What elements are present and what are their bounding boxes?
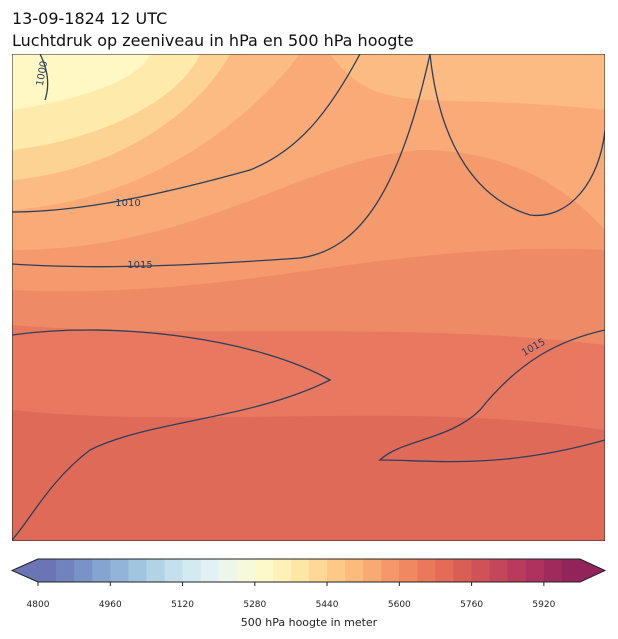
colorbar-bin — [345, 559, 364, 582]
colorbar-tick-label: 5280 — [243, 600, 266, 610]
colorbar-bin — [272, 559, 292, 582]
colorbar-bin — [471, 559, 491, 582]
colorbar-bin — [38, 559, 57, 582]
colorbar-bin — [399, 559, 418, 582]
colorbar-bin — [381, 559, 400, 582]
colorbar-bin — [453, 559, 473, 582]
colorbar-bin — [543, 559, 563, 582]
colorbar-bin — [110, 559, 129, 582]
map-time: 13-09-1824 12 UTC — [12, 9, 167, 28]
colorbar-bin — [254, 559, 274, 582]
colorbar-tick-label: 5920 — [532, 600, 555, 610]
colorbar-bin — [417, 559, 436, 582]
colorbar-bin — [182, 559, 202, 582]
colorbar-tick-label: 5760 — [460, 600, 483, 610]
colorbar-bin — [164, 559, 184, 582]
colorbar-bin — [74, 559, 93, 582]
colorbar-bin — [435, 559, 455, 582]
colorbar-bin — [200, 559, 220, 582]
colorbar-bin — [507, 559, 527, 582]
colorbar: 4800 4960 5120 5280 5440 5600 5760 5920 — [10, 558, 607, 610]
colorbar-bin — [309, 559, 328, 582]
colorbar-tick-label: 5600 — [388, 600, 411, 610]
colorbar-bin — [218, 559, 238, 582]
colorbar-outline — [10, 558, 607, 583]
colorbar-bin — [489, 559, 509, 582]
colorbar-bin — [128, 559, 147, 582]
map-title: Luchtdruk op zeeniveau in hPa en 500 hPa… — [12, 31, 414, 50]
contour-label: 1000 — [35, 60, 50, 87]
colorbar-bin — [236, 559, 256, 582]
colorbar-extension — [12, 559, 38, 582]
map-field — [12, 54, 605, 541]
contour-label: 1010 — [115, 198, 140, 209]
colorbar-bin — [525, 559, 545, 582]
colorbar-bin — [561, 559, 581, 582]
colorbar-bin — [56, 559, 75, 582]
colorbar-tick-label: 5440 — [316, 600, 339, 610]
colorbar-tick-label: 5120 — [171, 600, 194, 610]
colorbar-bin — [363, 559, 382, 582]
colorbar-bin — [92, 559, 111, 582]
colorbar-extension — [580, 559, 605, 582]
colorbar-bin — [146, 559, 165, 582]
colorbar-bin — [290, 559, 310, 582]
colorbar-label: 500 hPa hoogte in meter — [241, 616, 378, 629]
colorbar-tick-label: 4960 — [99, 600, 122, 610]
colorbar-tick-label: 4800 — [27, 600, 50, 610]
contour-label: 1015 — [127, 260, 152, 271]
colorbar-bin — [327, 559, 346, 582]
